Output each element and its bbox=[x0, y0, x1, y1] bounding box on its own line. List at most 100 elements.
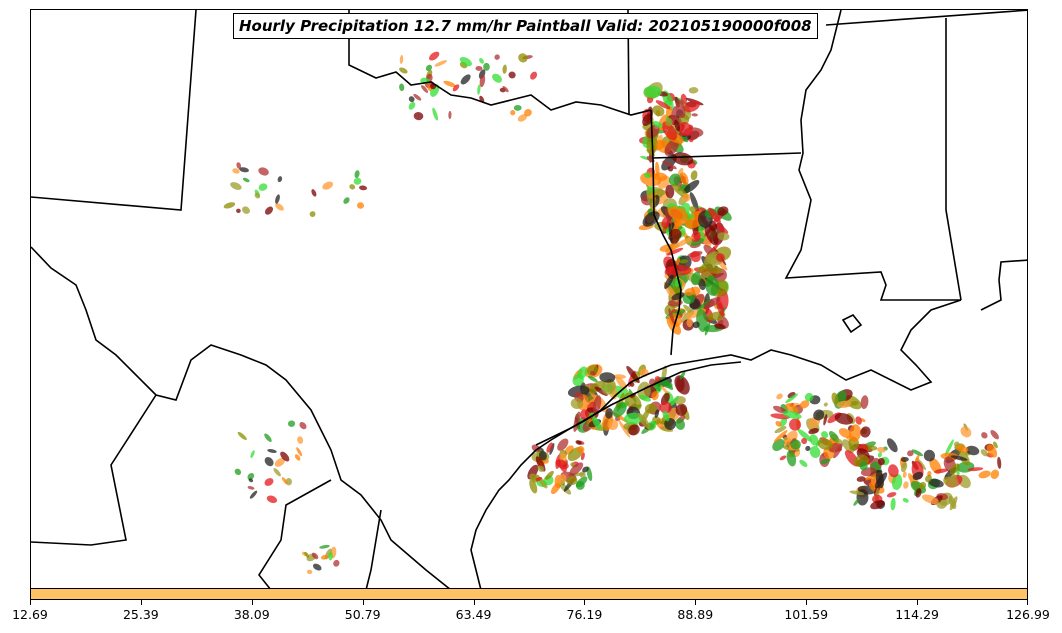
precip-blob bbox=[555, 459, 569, 470]
precip-blob bbox=[668, 264, 692, 276]
precip-blob bbox=[513, 104, 522, 111]
precip-blob bbox=[328, 551, 333, 561]
map-panel bbox=[30, 9, 1028, 589]
precip-blob bbox=[797, 429, 812, 442]
precip-blob bbox=[670, 395, 679, 406]
precip-blob bbox=[662, 160, 677, 170]
precip-blob bbox=[674, 375, 690, 395]
precip-blob bbox=[448, 110, 452, 120]
precip-blob bbox=[706, 251, 721, 265]
precip-blob bbox=[682, 193, 691, 202]
precip-blob bbox=[664, 274, 674, 289]
precip-blob bbox=[675, 99, 686, 119]
precip-blob bbox=[900, 456, 909, 463]
precip-blob bbox=[679, 371, 686, 380]
precip-blob bbox=[680, 93, 687, 105]
precip-blob bbox=[477, 84, 481, 95]
map-boundaries bbox=[31, 10, 1027, 588]
precip-blob bbox=[607, 419, 619, 431]
precip-blob bbox=[299, 422, 307, 430]
precip-blob bbox=[697, 226, 706, 240]
precip-blob bbox=[953, 441, 960, 447]
precip-blob bbox=[287, 420, 296, 427]
precip-blob bbox=[570, 398, 584, 409]
precip-blob bbox=[413, 112, 424, 121]
precip-blob bbox=[239, 167, 249, 173]
texas-louisiana-border bbox=[650, 109, 682, 356]
precip-blob bbox=[557, 474, 567, 485]
precip-blob bbox=[691, 113, 698, 117]
precip-blob bbox=[646, 124, 660, 139]
precip-blob bbox=[277, 176, 283, 183]
precip-blob bbox=[949, 463, 960, 475]
precip-blob bbox=[698, 278, 706, 291]
precip-blob bbox=[965, 445, 980, 456]
precip-blob bbox=[914, 454, 920, 464]
precip-blob bbox=[716, 253, 725, 262]
colorbar-tick-label: 126.99 bbox=[1006, 607, 1050, 622]
precip-blob bbox=[672, 152, 694, 166]
precip-blob bbox=[280, 451, 290, 462]
precip-blob bbox=[223, 202, 236, 209]
precip-blob bbox=[475, 66, 483, 71]
precip-blob bbox=[900, 462, 908, 473]
precip-blob bbox=[320, 554, 329, 560]
precip-blob bbox=[785, 403, 799, 414]
precip-blob bbox=[911, 449, 924, 457]
precip-blob bbox=[582, 466, 589, 473]
precip-blob bbox=[860, 395, 869, 410]
precip-blob bbox=[775, 421, 782, 427]
precip-blob bbox=[612, 402, 627, 418]
precip-blob bbox=[956, 444, 969, 453]
colorbar-tick bbox=[362, 600, 364, 605]
precip-blob bbox=[531, 444, 541, 453]
precip-blob bbox=[773, 405, 787, 414]
precip-blob bbox=[590, 370, 596, 376]
precip-blob bbox=[230, 182, 242, 190]
precip-blob bbox=[577, 366, 588, 379]
precip-blob bbox=[309, 211, 316, 218]
map-canvas bbox=[31, 10, 1027, 588]
precip-blob bbox=[668, 173, 682, 187]
precip-blob bbox=[666, 247, 684, 256]
precip-blob bbox=[669, 228, 682, 240]
precip-blob bbox=[237, 431, 247, 441]
precip-blob bbox=[808, 428, 819, 435]
precip-blob bbox=[664, 139, 679, 157]
precip-blob bbox=[776, 393, 783, 400]
precip-blob bbox=[805, 445, 811, 452]
precip-blob bbox=[662, 121, 677, 141]
precip-blob bbox=[859, 461, 868, 471]
precip-blob bbox=[948, 495, 957, 510]
precip-blob bbox=[691, 238, 705, 246]
precip-blob bbox=[890, 497, 896, 511]
precip-blob bbox=[660, 426, 674, 432]
precip-blob bbox=[915, 488, 922, 498]
precip-blob bbox=[264, 433, 272, 442]
precip-blob bbox=[701, 263, 723, 274]
precip-blob bbox=[546, 442, 553, 453]
precip-blob bbox=[247, 473, 255, 480]
precip-blob bbox=[510, 110, 516, 116]
precip-blob bbox=[248, 478, 254, 483]
precip-blob bbox=[836, 400, 852, 408]
precip-blob bbox=[250, 450, 255, 459]
precip-blob bbox=[569, 462, 584, 476]
precip-blob bbox=[704, 223, 719, 246]
precip-blob bbox=[809, 446, 821, 459]
precip-blob bbox=[903, 481, 909, 489]
precip-blob bbox=[672, 236, 694, 249]
precip-blob bbox=[912, 471, 924, 481]
colorbar-tick bbox=[917, 600, 919, 605]
precip-blob bbox=[665, 118, 673, 127]
precip-blob bbox=[399, 83, 405, 92]
precip-blob bbox=[779, 455, 787, 461]
precip-blob bbox=[665, 184, 675, 199]
precip-blob bbox=[399, 67, 408, 74]
mississippi-river-border bbox=[784, 10, 961, 301]
tennessee-border bbox=[825, 10, 1027, 26]
colorbar-tick-label: 76.19 bbox=[566, 607, 603, 622]
precip-blob bbox=[717, 232, 730, 241]
precip-blob bbox=[311, 189, 317, 197]
precip-blob bbox=[990, 429, 999, 440]
